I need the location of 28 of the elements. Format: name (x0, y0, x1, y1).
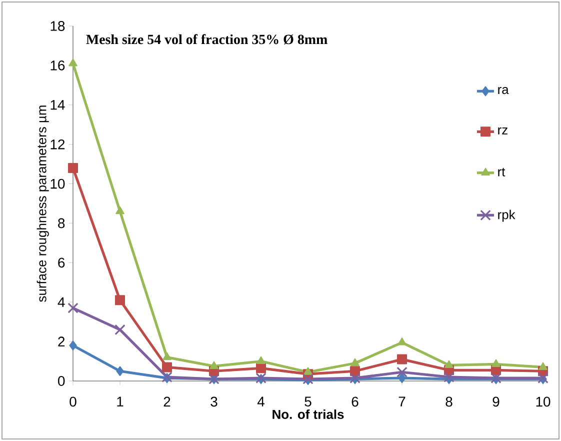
x-tick-label: 10 (536, 396, 550, 407)
x-tick-label: 2 (164, 396, 170, 407)
y-tick-label: 10 (50, 178, 65, 189)
x-tick-label: 6 (352, 396, 358, 407)
x-tick-label: 9 (492, 396, 500, 407)
x-tick-label: 7 (398, 396, 406, 406)
x-tick-label: 4 (257, 396, 264, 406)
legend-label: ra (498, 86, 509, 94)
y-tick-label: 4 (58, 297, 65, 307)
x-axis-title: No. of trials (272, 409, 344, 419)
y-tick-label: 8 (58, 218, 65, 228)
y-tick-label: 6 (58, 258, 65, 268)
y-tick-label: 14 (50, 100, 65, 110)
x-tick-label: 0 (70, 396, 76, 407)
legend-label: rt (498, 168, 506, 176)
y-tick-label: 16 (50, 60, 65, 70)
y-axis-title: surface roughness parameters µm (36, 106, 49, 302)
y-tick-label: 2 (58, 336, 65, 346)
x-tick-label: 8 (446, 396, 452, 407)
x-tick-label: 1 (117, 396, 124, 406)
x-tick-label: 5 (304, 396, 312, 407)
y-tick-label: 18 (50, 21, 65, 31)
y-tick-label: 12 (50, 139, 65, 150)
y-tick-label: 0 (58, 376, 65, 386)
legend-label: rz (498, 127, 508, 134)
legend-label: rpk (498, 210, 516, 222)
chart-title: Mesh size 54 vol of fraction 35% Ø 8mm (86, 34, 328, 44)
x-tick-label: 3 (210, 396, 218, 407)
